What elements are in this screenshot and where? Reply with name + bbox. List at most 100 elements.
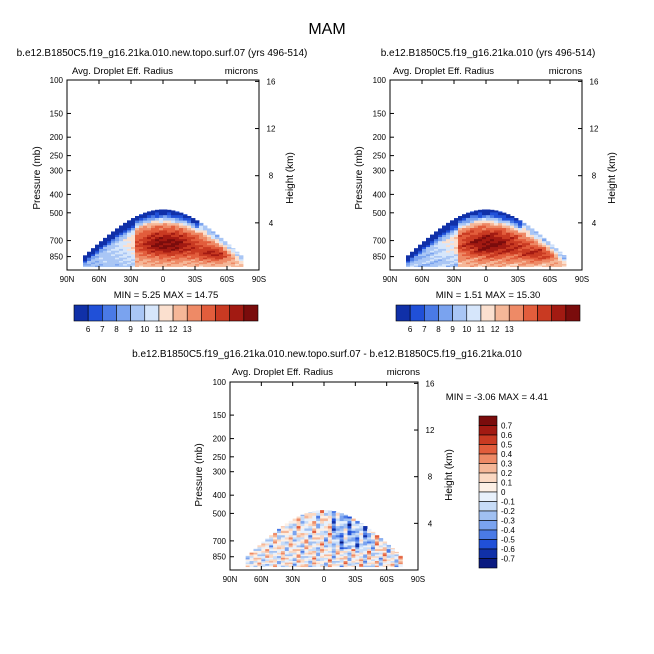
field-cell — [378, 541, 384, 544]
field-cell — [494, 215, 499, 219]
field-cell — [284, 535, 290, 538]
field-cell — [87, 259, 92, 262]
field-cell — [502, 241, 507, 244]
field-cell — [510, 215, 515, 219]
colorbar-label: 0.4 — [501, 450, 513, 459]
field-cell — [231, 256, 236, 259]
field-cell — [438, 262, 443, 265]
field-cell — [284, 530, 290, 534]
field-cell — [554, 248, 559, 252]
field-cell — [526, 232, 531, 236]
field-cell — [171, 223, 176, 227]
field-cell — [522, 241, 527, 244]
field-cell — [135, 228, 140, 231]
field-cell — [179, 232, 184, 236]
field-cell — [347, 535, 352, 538]
field-cell — [151, 259, 156, 262]
field-cell — [458, 265, 463, 268]
colorbar-swatch — [478, 529, 498, 540]
field-cell — [339, 557, 344, 560]
field-cell — [308, 528, 313, 532]
field-cell — [163, 232, 168, 236]
y-tick-label: 300 — [373, 167, 387, 176]
field-cell — [486, 225, 491, 229]
field-cell — [284, 561, 290, 563]
y-tick-label: 400 — [373, 190, 387, 199]
field-cell — [115, 245, 120, 248]
field-cell — [442, 250, 447, 253]
field-cell — [95, 260, 100, 263]
field-cell — [355, 523, 360, 527]
field-cell — [494, 239, 499, 242]
field-cell — [386, 565, 391, 568]
panel-2-colorbar: 6 7 8 9 10 11 12 13 — [395, 304, 581, 334]
field-cell — [280, 543, 286, 546]
field-cell — [265, 547, 270, 550]
field-cell — [231, 265, 236, 268]
field-cell — [446, 230, 451, 234]
field-cell — [518, 232, 523, 236]
field-cell — [498, 220, 503, 224]
field-cell — [95, 257, 100, 260]
field-cell — [514, 218, 519, 221]
panel-2-plot: 90N 60N 30N 0 30S 60S 90S100150200250300400500… — [373, 76, 599, 284]
field-cell — [478, 215, 483, 219]
field-cell — [506, 265, 511, 268]
field-cell — [331, 543, 337, 546]
field-cell — [277, 547, 282, 550]
field-cell — [339, 556, 344, 559]
field-cell — [514, 245, 519, 248]
field-cell — [542, 239, 547, 242]
field-cell — [107, 239, 112, 242]
field-cell — [269, 547, 274, 550]
field-cell — [510, 250, 515, 253]
field-cell — [91, 257, 96, 260]
field-cell — [308, 537, 313, 540]
field-cell — [327, 537, 333, 540]
field-cell — [335, 541, 341, 544]
field-cell — [296, 547, 301, 550]
field-cell — [386, 544, 391, 546]
field-cell — [434, 234, 439, 238]
field-cell — [542, 241, 547, 244]
field-cell — [386, 557, 391, 560]
field-cell — [466, 225, 471, 229]
field-cell — [474, 243, 479, 246]
field-cell — [223, 265, 228, 268]
field-cell — [382, 549, 388, 552]
field-cell — [414, 250, 419, 253]
field-cell — [462, 237, 467, 240]
field-cell — [151, 228, 156, 231]
field-cell — [542, 248, 547, 252]
field-cell — [526, 234, 531, 238]
field-cell — [320, 523, 325, 527]
field-cell — [339, 543, 344, 546]
field-cell — [163, 248, 168, 252]
field-cell — [277, 550, 282, 554]
field-cell — [442, 247, 447, 250]
field-cell — [207, 232, 212, 236]
field-cell — [474, 217, 479, 221]
field-cell — [316, 565, 321, 568]
field-cell — [175, 223, 180, 227]
field-cell — [163, 254, 168, 257]
field-cell — [300, 535, 305, 538]
field-cell — [135, 215, 140, 219]
y-tick-label: 700 — [50, 237, 64, 246]
field-cell — [284, 562, 290, 565]
field-cell — [335, 533, 341, 536]
field-cell — [300, 541, 305, 544]
field-cell — [498, 264, 503, 266]
field-cell — [478, 241, 483, 244]
field-cell — [506, 243, 511, 246]
field-cell — [269, 556, 274, 559]
field-cell — [498, 237, 503, 240]
field-cell — [351, 535, 356, 538]
field-cell — [316, 562, 321, 565]
field-cell — [490, 223, 495, 227]
field-cell — [482, 230, 487, 234]
field-cell — [554, 252, 559, 255]
field-cell — [127, 259, 132, 262]
field-cell — [406, 260, 411, 263]
field-cell — [474, 230, 479, 234]
